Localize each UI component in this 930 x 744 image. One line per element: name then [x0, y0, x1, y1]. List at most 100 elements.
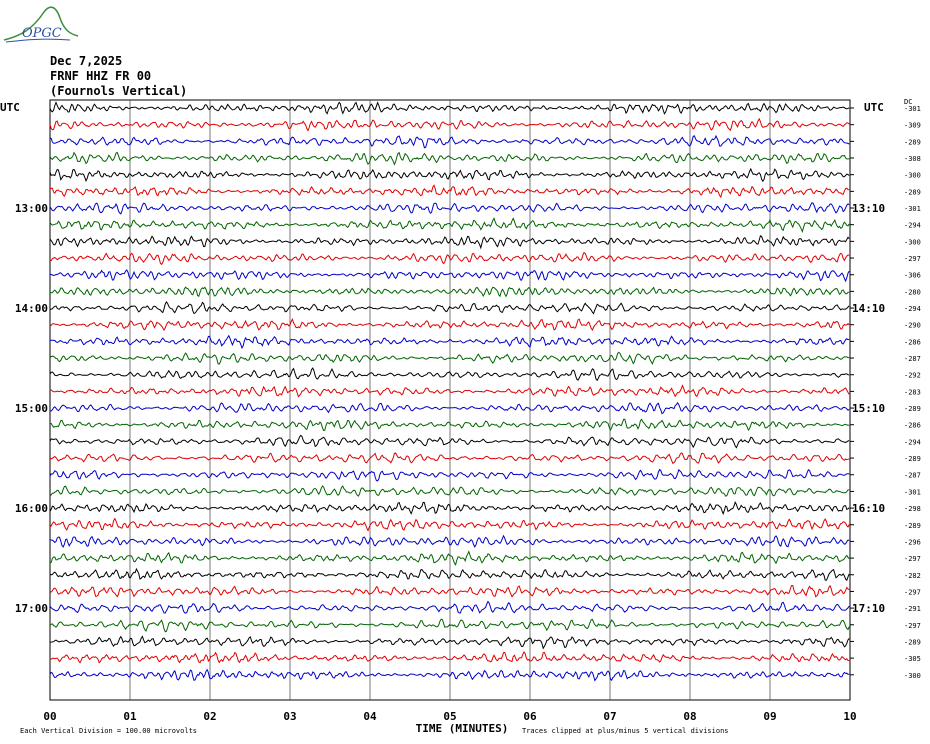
left-hour-label: 15:00 [15, 402, 48, 415]
dc-offset-label: -289 [904, 522, 921, 530]
dc-offset-label: -301 [904, 105, 921, 113]
dc-offset-label: -301 [904, 488, 921, 496]
left-hour-label: 14:00 [15, 302, 48, 315]
x-tick-label: 06 [523, 710, 537, 723]
x-tick-label: 08 [683, 710, 696, 723]
dc-offset-label: -298 [904, 505, 921, 513]
right-hour-label: 17:10 [852, 602, 885, 615]
seismic-trace [49, 286, 850, 298]
dc-offset-label: -300 [904, 172, 921, 180]
dc-offset-label: -306 [904, 272, 921, 280]
dc-offset-label: -294 [904, 305, 921, 313]
dc-offset-label: -287 [904, 355, 921, 363]
right-hour-label: 15:10 [852, 402, 885, 415]
seismic-trace [49, 651, 850, 664]
seismic-trace [49, 501, 850, 516]
x-tick-label: 02 [203, 710, 216, 723]
seismic-trace [49, 167, 850, 183]
dc-offset-label: -294 [904, 222, 921, 230]
dc-offset-label: -297 [904, 555, 921, 563]
x-tick-label: 09 [763, 710, 776, 723]
dc-offset-label: -289 [904, 405, 921, 413]
dc-offset-label: -305 [904, 655, 921, 663]
seismic-trace [49, 600, 850, 614]
header-location: (Fournols Vertical) [50, 84, 188, 98]
seismic-trace [49, 618, 850, 633]
x-tick-label: 01 [123, 710, 137, 723]
seismic-trace [49, 418, 850, 432]
dc-offset-label: -297 [904, 622, 921, 630]
seismic-trace [49, 401, 850, 415]
dc-offset-label: -283 [904, 388, 921, 396]
dc-offset-label: -286 [904, 422, 921, 430]
seismic-trace [49, 117, 850, 132]
dc-offset-label: -289 [904, 638, 921, 646]
x-tick-label: 07 [603, 710, 616, 723]
dc-offset-label: -289 [904, 188, 921, 196]
x-tick-label: 00 [43, 710, 56, 723]
dc-offset-label: -282 [904, 572, 921, 580]
seismic-trace [49, 468, 850, 482]
seismic-trace [49, 534, 850, 548]
seismic-trace [49, 184, 850, 199]
seismic-trace [49, 301, 850, 315]
dc-offset-label: -289 [904, 138, 921, 146]
dc-offset-label: -297 [904, 588, 921, 596]
x-tick-label: 03 [283, 710, 296, 723]
seismic-trace [49, 202, 850, 215]
seismic-trace [49, 251, 850, 266]
seismic-trace [49, 635, 850, 650]
left-hour-label: 13:00 [15, 202, 48, 215]
x-tick-label: 05 [443, 710, 456, 723]
dc-offset-label: -291 [904, 605, 921, 613]
right-hour-label: 14:10 [852, 302, 885, 315]
seismic-trace [49, 668, 850, 682]
dc-offset-label: -286 [904, 338, 921, 346]
footer-clip-note: Traces clipped at plus/minus 5 vertical … [522, 727, 729, 735]
opgc-logo [3, 6, 79, 43]
dc-offset-label: -308 [904, 155, 921, 163]
seismic-trace [49, 318, 850, 332]
seismic-trace [49, 134, 850, 149]
right-hour-label: 13:10 [852, 202, 885, 215]
seismic-trace [49, 334, 850, 350]
x-tick-label: 10 [843, 710, 856, 723]
seismic-trace [49, 517, 850, 532]
header-station: FRNF HHZ FR 00 [50, 69, 152, 83]
dc-offset-label: -296 [904, 538, 921, 546]
header-date: Dec 7,2025 [50, 54, 123, 68]
seismic-trace [49, 434, 850, 449]
seismic-trace [49, 269, 850, 283]
dc-offset-label: -309 [904, 122, 921, 130]
seismic-trace [49, 384, 850, 398]
seismic-trace [49, 367, 850, 382]
left-hour-label: 16:00 [15, 502, 48, 515]
seismic-trace [49, 584, 850, 598]
dc-label: DC [904, 98, 912, 106]
dc-offset-label: -301 [904, 205, 921, 213]
x-tick-label: 04 [363, 710, 377, 723]
dc-offset-label: -287 [904, 472, 921, 480]
dc-offset-label: -290 [904, 322, 921, 330]
dc-offset-label: -297 [904, 255, 921, 263]
seismic-trace [49, 485, 850, 497]
dc-offset-label: -289 [904, 455, 921, 463]
dc-offset-label: -292 [904, 372, 921, 380]
seismic-trace [49, 351, 850, 365]
seismic-trace [49, 235, 850, 250]
left-hour-label: 17:00 [15, 602, 48, 615]
seismic-trace [49, 217, 850, 234]
right-utc-label: UTC [864, 101, 884, 114]
logo-text: OPGC [22, 26, 62, 41]
right-hour-label: 16:10 [852, 502, 885, 515]
dc-offset-label: -300 [904, 238, 921, 246]
dc-offset-label: -300 [904, 672, 921, 680]
seismic-trace [49, 452, 850, 465]
seismic-trace [49, 151, 850, 166]
dc-offset-label: -280 [904, 288, 921, 296]
footer-scale-note: Each Vertical Division = 100.00 microvol… [20, 727, 197, 735]
seismic-trace [49, 550, 850, 566]
seismic-trace [49, 567, 850, 582]
seismic-trace [49, 101, 850, 115]
